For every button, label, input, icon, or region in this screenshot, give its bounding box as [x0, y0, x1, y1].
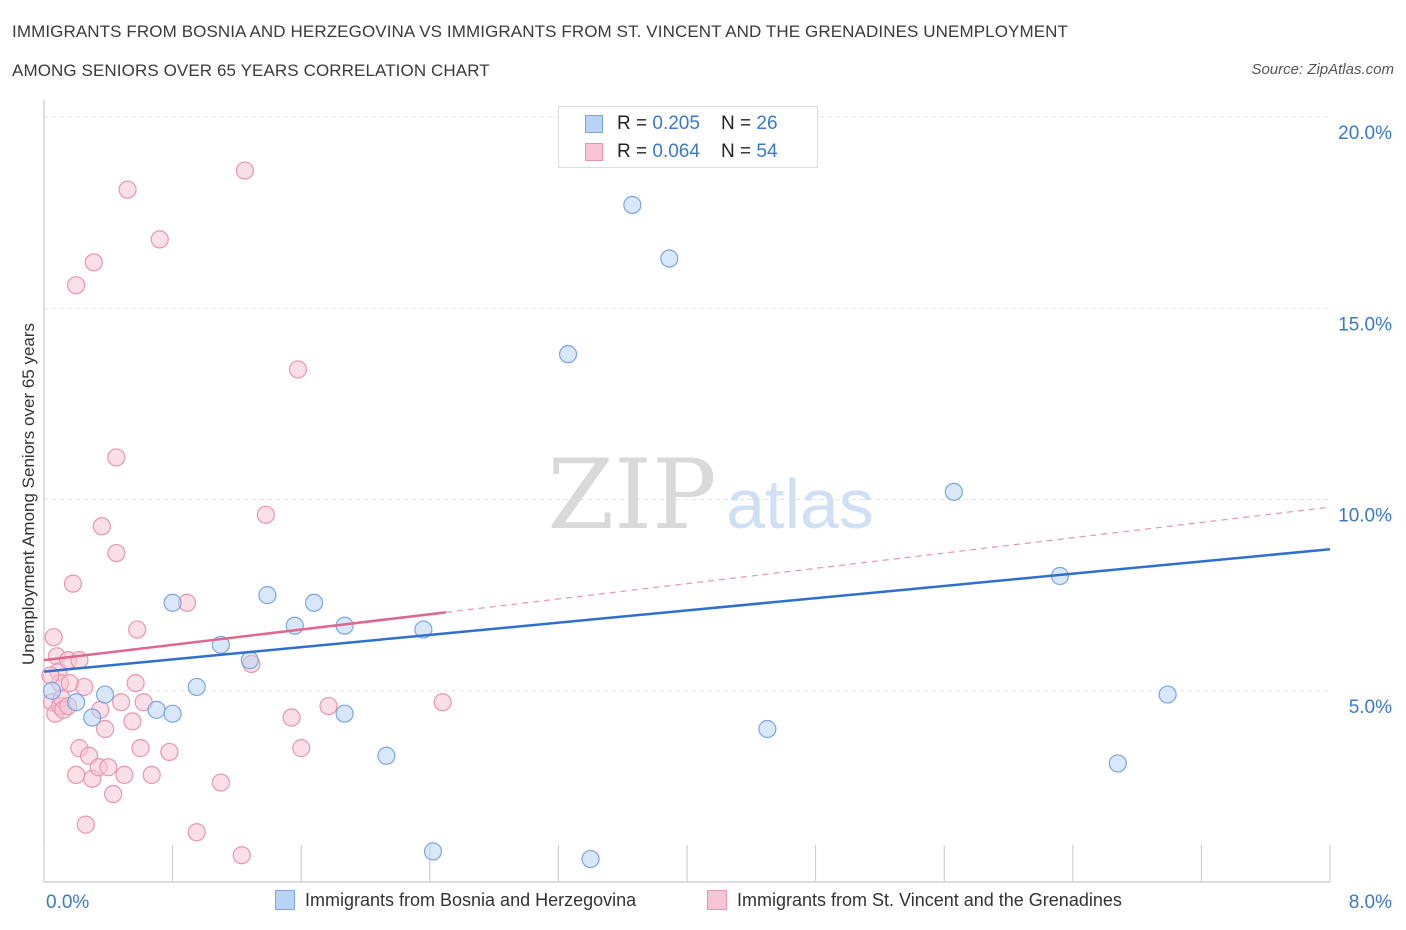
trend-line-pink-extension [445, 506, 1331, 613]
data-point-pink [76, 815, 95, 834]
legend-swatch-blue [585, 115, 603, 133]
data-point-pink [282, 708, 301, 727]
legend-swatch-pink [585, 143, 603, 161]
data-point-pink [126, 673, 145, 693]
data-point-blue [83, 708, 102, 727]
data-point-pink [232, 846, 251, 865]
series-legend-label-blue: Immigrants from Bosnia and Herzegovina [305, 890, 637, 910]
watermark-zip: ZIP [547, 439, 716, 551]
series-legend-swatch-pink [707, 890, 727, 910]
y-tick-label: 15.0% [1338, 314, 1392, 335]
tick-labels: 5.0% 10.0% 15.0% 20.0% 0.0% 8.0% [46, 123, 1392, 913]
series-legend-label-pink: Immigrants from St. Vincent and the Gren… [737, 890, 1122, 910]
data-point-pink [67, 276, 86, 295]
data-point-pink [92, 517, 111, 536]
chart-title-line-2: AMONG SENIORS OVER 65 YEARS CORRELATION … [12, 61, 490, 80]
series-legend-blue: Immigrants from Bosnia and Herzegovina [275, 890, 636, 911]
data-point-pink [95, 719, 115, 739]
data-point-pink [160, 742, 179, 762]
data-point-blue [163, 593, 182, 612]
x-tick-label-min: 0.0% [46, 892, 89, 913]
data-point-blue [1108, 754, 1127, 773]
data-point-blue [147, 700, 166, 719]
y-axis-label: Unemployment Among Seniors over 65 years [19, 322, 38, 666]
trend-lines [445, 506, 1331, 613]
data-point-blue [42, 681, 62, 700]
data-point-pink [115, 765, 134, 785]
data-point-pink [187, 823, 206, 842]
legend-r-label: R = [617, 113, 653, 134]
data-point-blue [581, 849, 600, 869]
data-point-pink [104, 784, 123, 804]
data-point-pink [131, 739, 150, 758]
data-point-blue [660, 249, 679, 268]
legend-r-label: R = [617, 141, 653, 162]
series-legend-pink: Immigrants from St. Vincent and the Gren… [707, 890, 1122, 911]
legend-r-value: 0.205 [652, 113, 700, 134]
trend-line-blue [43, 547, 1331, 673]
data-point-blue [304, 593, 324, 612]
data-point-blue [187, 677, 206, 697]
data-point-pink [60, 673, 79, 693]
data-point-blue [423, 842, 443, 861]
data-point-pink [128, 620, 147, 639]
series-legend-swatch-blue [275, 890, 295, 910]
chart-title-line-1: IMMIGRANTS FROM BOSNIA AND HERZEGOVINA V… [12, 22, 1069, 41]
y-tick-label: 20.0% [1338, 123, 1392, 144]
data-point-blue [258, 586, 277, 605]
data-point-pink [84, 253, 103, 272]
data-point-pink [67, 765, 86, 785]
data-point-blue [414, 620, 433, 639]
data-point-blue [944, 482, 963, 501]
source-label: Source: ZipAtlas.com [1251, 61, 1394, 78]
trend-line-pink [43, 611, 447, 662]
stats-legend: R = 0.205 N = 26 R = 0.064 N = 54 [558, 106, 818, 168]
watermark: ZIP atlas [547, 439, 874, 551]
data-point-pink [107, 543, 126, 563]
legend-n-label: N = [721, 113, 757, 134]
legend-n-label: N = [721, 141, 757, 162]
data-point-pink [211, 773, 230, 792]
data-point-blue [335, 704, 354, 723]
data-point-pink [118, 180, 137, 199]
y-tick-label: 10.0% [1338, 506, 1392, 527]
data-point-blue [67, 693, 86, 712]
gridlines [44, 116, 1330, 692]
data-point-pink [288, 360, 308, 379]
data-point-blue [95, 685, 115, 704]
data-point-pink [256, 505, 275, 524]
data-point-pink [107, 448, 126, 467]
data-point-pink [123, 712, 142, 731]
data-point-pink [63, 574, 83, 593]
data-point-blue [163, 704, 182, 723]
data-point-blue [558, 345, 578, 364]
data-point-pink [433, 693, 452, 712]
data-point-pink [319, 696, 338, 716]
data-point-pink [150, 230, 169, 249]
y-tick-label: 5.0% [1349, 697, 1392, 718]
data-point-pink [142, 765, 161, 785]
watermark-atlas: atlas [726, 465, 874, 543]
legend-n-value: 54 [756, 141, 778, 162]
data-point-blue [758, 719, 777, 739]
data-point-blue [377, 746, 396, 765]
axes [43, 100, 1331, 883]
x-tick-label-max: 8.0% [1349, 892, 1392, 913]
legend-n-value: 26 [756, 113, 778, 134]
legend-r-value: 0.064 [652, 141, 700, 162]
data-point-pink [235, 161, 255, 180]
data-points [41, 161, 1331, 869]
data-point-pink [99, 758, 118, 777]
data-point-pink [292, 739, 311, 758]
data-point-blue [1158, 685, 1177, 704]
data-point-blue [240, 651, 259, 670]
data-point-pink [44, 628, 63, 647]
data-point-pink [112, 693, 131, 712]
data-point-blue [623, 195, 642, 215]
